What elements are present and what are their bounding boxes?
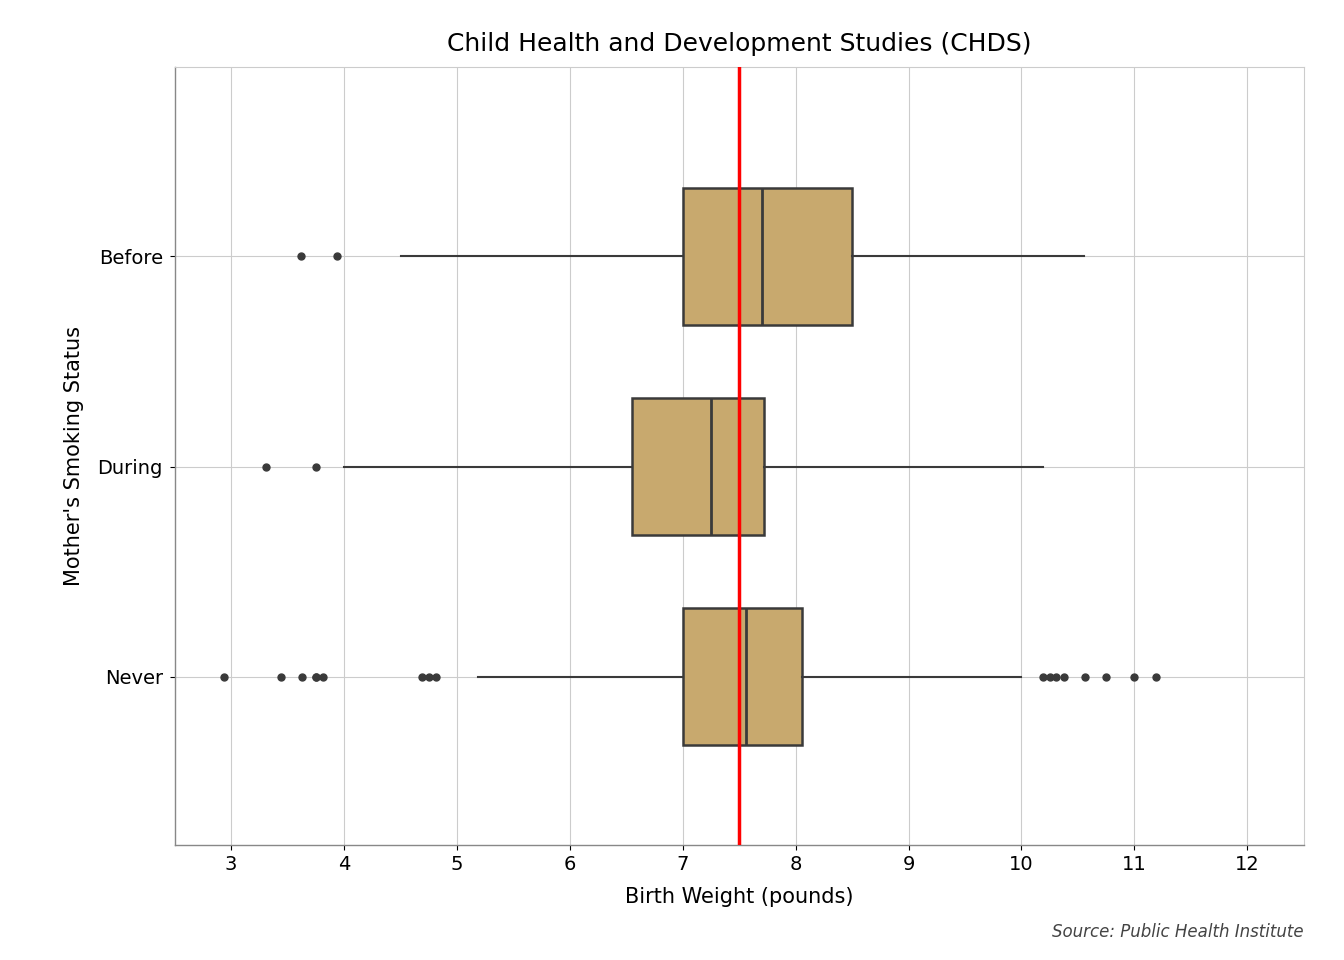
PathPatch shape xyxy=(683,188,852,324)
PathPatch shape xyxy=(683,609,802,745)
Y-axis label: Mother's Smoking Status: Mother's Smoking Status xyxy=(63,326,83,586)
Text: Source: Public Health Institute: Source: Public Health Institute xyxy=(1052,923,1304,941)
Title: Child Health and Development Studies (CHDS): Child Health and Development Studies (CH… xyxy=(448,32,1031,56)
X-axis label: Birth Weight (pounds): Birth Weight (pounds) xyxy=(625,887,853,907)
PathPatch shape xyxy=(632,398,763,535)
